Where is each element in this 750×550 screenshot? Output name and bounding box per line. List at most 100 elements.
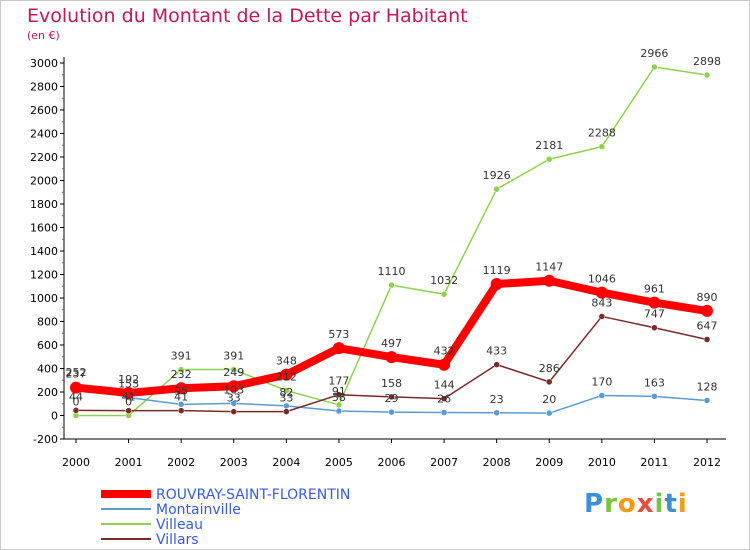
data-label: 192 <box>118 373 139 386</box>
data-label: 890 <box>697 291 718 304</box>
data-point <box>388 393 395 401</box>
y-tick-label: 0 <box>51 410 58 423</box>
data-point <box>493 185 500 193</box>
data-point <box>543 274 556 287</box>
data-label: 0 <box>73 396 80 409</box>
y-tick-label: 1600 <box>30 222 58 235</box>
x-tick-label: 2004 <box>272 456 300 469</box>
data-point <box>490 278 503 291</box>
data-point <box>122 386 135 399</box>
y-tick-label: 2000 <box>30 175 58 188</box>
data-point <box>280 368 293 381</box>
data-label: 391 <box>223 350 244 363</box>
data-point <box>648 296 661 309</box>
y-tick-label: 400 <box>37 363 58 376</box>
data-label: 0 <box>125 396 132 409</box>
data-point <box>175 382 188 395</box>
data-point <box>283 408 290 415</box>
data-point <box>283 387 290 394</box>
data-label: 1110 <box>378 265 406 278</box>
data-point <box>595 286 608 299</box>
data-point <box>598 313 606 320</box>
data-point <box>493 361 500 368</box>
legend-label: Villeau <box>156 517 203 533</box>
data-point <box>598 392 606 399</box>
data-label: 103 <box>223 383 244 396</box>
y-tick-label: 600 <box>37 339 58 352</box>
x-tick-label: 2008 <box>483 456 511 469</box>
data-label: 23 <box>490 393 504 406</box>
data-label: 961 <box>644 283 665 296</box>
y-tick-label: 200 <box>37 386 58 399</box>
data-label: 44 <box>69 390 83 403</box>
chart-title: Evolution du Montant de la Dette par Hab… <box>27 5 468 27</box>
data-label: 252 <box>66 366 87 379</box>
data-label: 33 <box>279 392 293 405</box>
x-tick-label: 2000 <box>62 456 90 469</box>
data-label: 91 <box>332 385 346 398</box>
data-label: 128 <box>697 380 718 393</box>
data-point <box>651 324 658 331</box>
x-tick-label: 2003 <box>220 456 248 469</box>
y-tick-label: -200 <box>33 433 58 446</box>
data-point <box>335 407 343 415</box>
x-tick-label: 2002 <box>167 456 195 469</box>
data-label: 237 <box>66 368 87 381</box>
data-point <box>72 407 80 414</box>
data-label: 249 <box>223 366 244 379</box>
data-label: 41 <box>174 391 188 404</box>
data-label: 433 <box>486 345 507 358</box>
data-label: 1032 <box>430 274 458 287</box>
data-point <box>385 351 398 364</box>
data-point <box>651 63 658 71</box>
data-label: 153 <box>118 378 139 391</box>
data-point <box>493 409 500 417</box>
data-point <box>230 408 237 415</box>
x-tick-label: 2009 <box>535 456 563 469</box>
data-label: 163 <box>644 376 665 389</box>
data-label: 20 <box>542 393 556 406</box>
y-tick-label: 1200 <box>30 269 58 282</box>
data-label: 29 <box>385 392 399 405</box>
x-tick-label: 2011 <box>640 456 668 469</box>
legend-label: Villars <box>156 532 199 548</box>
x-tick-label: 2010 <box>588 456 616 469</box>
data-point <box>546 409 553 417</box>
y-tick-label: 800 <box>37 316 58 329</box>
data-label: 177 <box>328 375 349 388</box>
data-point <box>388 281 395 289</box>
data-point <box>70 381 82 394</box>
data-point <box>335 391 343 398</box>
data-label: 2898 <box>693 55 721 68</box>
data-point <box>703 397 711 404</box>
y-tick-label: 2600 <box>30 104 58 117</box>
x-tick-label: 2012 <box>693 456 721 469</box>
data-label: 1046 <box>588 273 616 286</box>
data-label: 2288 <box>588 127 616 140</box>
data-label: 573 <box>328 328 349 341</box>
proxiti-logo: Proxiti <box>584 489 688 519</box>
data-point <box>125 407 132 414</box>
y-tick-label: 1800 <box>30 198 58 211</box>
data-point <box>701 304 713 317</box>
data-label: 747 <box>644 308 665 321</box>
data-label: 95 <box>174 384 188 397</box>
data-label: 647 <box>697 319 718 332</box>
x-tick-label: 2005 <box>325 456 353 469</box>
legend-label: Montainville <box>156 502 241 518</box>
data-label: 232 <box>171 368 192 381</box>
data-point <box>598 143 606 150</box>
x-tick-label: 2006 <box>378 456 406 469</box>
data-label: 286 <box>539 362 560 375</box>
y-tick-label: 2400 <box>30 128 58 141</box>
y-tick-label: 3000 <box>30 57 58 70</box>
data-point <box>651 393 658 400</box>
x-tick-label: 2007 <box>430 456 458 469</box>
data-label: 38 <box>332 391 346 404</box>
data-point <box>440 290 448 298</box>
data-label: 170 <box>591 376 612 389</box>
data-point <box>388 408 395 416</box>
chart-subtitle: (en €) <box>27 29 60 42</box>
data-label: 843 <box>591 296 612 309</box>
